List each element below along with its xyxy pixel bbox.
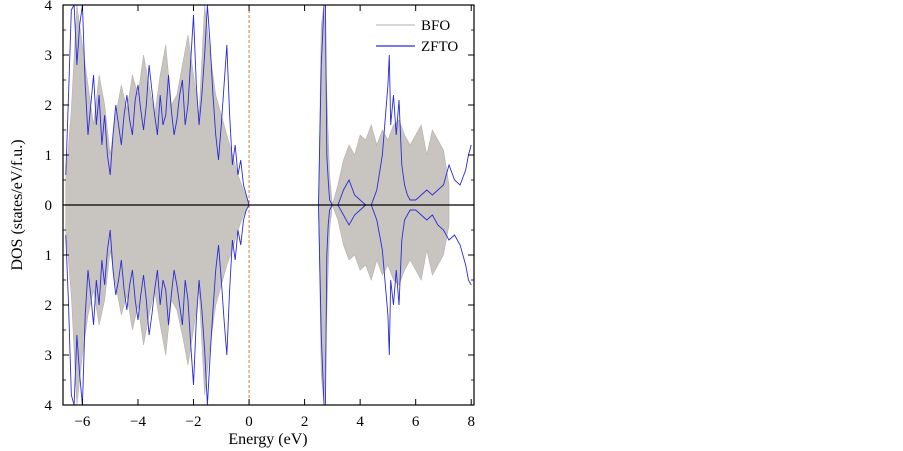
axis-ticks: −6 −4 −2 0 2 4 6 8 4 3 2 1 0 1 2 3 4 bbox=[45, 0, 475, 430]
x-tick-label: 6 bbox=[412, 414, 420, 430]
y-tick-label: 0 bbox=[45, 198, 53, 214]
y-tick-label: 2 bbox=[45, 98, 53, 114]
y-axis-label: DOS (states/eV/f.u.) bbox=[9, 139, 26, 270]
bfo-area-down bbox=[65, 204, 450, 405]
x-axis-label: Energy (eV) bbox=[228, 431, 307, 448]
y-tick-label: 2 bbox=[45, 298, 53, 314]
zfto-line-down bbox=[65, 204, 472, 405]
bfo-series bbox=[65, 5, 450, 405]
y-tick-label: 1 bbox=[45, 148, 53, 164]
x-tick-label: 8 bbox=[467, 414, 475, 430]
x-tick-label: 0 bbox=[245, 414, 253, 430]
zfto-series bbox=[65, 5, 472, 405]
x-tick-label: −6 bbox=[74, 414, 90, 430]
y-tick-label: 1 bbox=[45, 248, 53, 264]
legend-label-zfto: ZFTO bbox=[421, 39, 458, 55]
x-tick-label: 2 bbox=[301, 414, 309, 430]
y-tick-label: 4 bbox=[45, 0, 53, 14]
x-tick-label: 4 bbox=[356, 414, 364, 430]
legend-label-bfo: BFO bbox=[421, 18, 450, 34]
y-tick-label: 4 bbox=[45, 398, 53, 414]
x-tick-label: −2 bbox=[186, 414, 202, 430]
legend: BFO ZFTO bbox=[376, 18, 458, 55]
y-tick-label: 3 bbox=[45, 348, 53, 364]
bfo-area-up bbox=[65, 5, 450, 206]
zfto-line-up bbox=[65, 5, 472, 206]
y-tick-label: 3 bbox=[45, 48, 53, 64]
x-tick-label: −4 bbox=[130, 414, 146, 430]
